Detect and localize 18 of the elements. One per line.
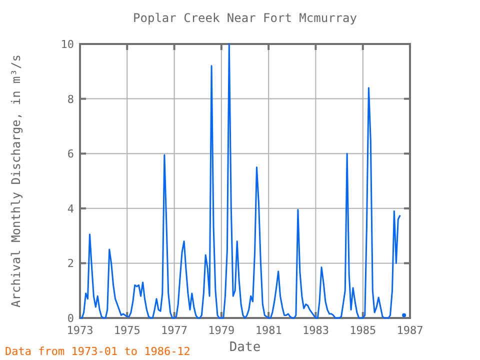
x-tick-label: 1983 xyxy=(302,324,329,337)
x-axis-title: Date xyxy=(229,340,261,355)
x-tick-label: 1981 xyxy=(255,324,282,337)
chart-title: Poplar Creek Near Fort Mcmurray xyxy=(133,11,357,25)
text: Data from 1973-01 to 1986-12 xyxy=(5,345,190,358)
x-tick-label: 1985 xyxy=(350,324,376,337)
y-tick-label: 2 xyxy=(67,257,74,270)
y-tick-label: 6 xyxy=(67,148,74,161)
y-axis-title: Archival Monthly Discharge, in m³/s xyxy=(9,54,23,308)
y-tick-label: 10 xyxy=(60,38,74,51)
x-tick-label: 1987 xyxy=(396,324,424,337)
x-tick-label: 1975 xyxy=(114,324,140,337)
x-tick-label: 1979 xyxy=(208,324,235,337)
y-tick-label: 0 xyxy=(67,312,74,325)
x-tick-label: 1977 xyxy=(161,324,188,337)
x-tick-label: 1973 xyxy=(66,324,94,337)
y-tick-label: 8 xyxy=(67,92,74,106)
y-tick-label: 4 xyxy=(67,202,74,216)
